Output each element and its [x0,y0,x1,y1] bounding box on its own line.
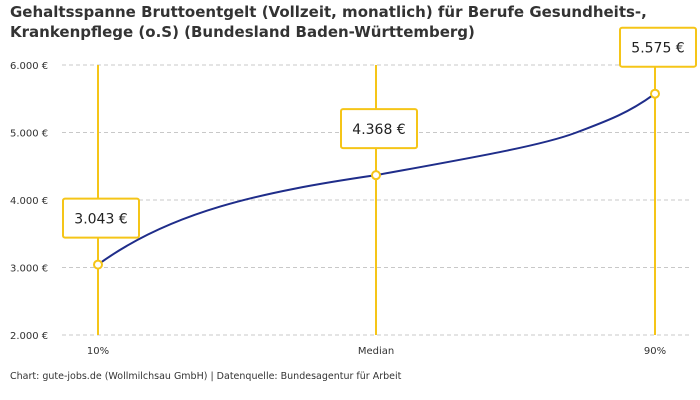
data-label-box [340,108,418,150]
series-line [97,92,656,266]
data-point [650,88,660,99]
data-label: 3.043 € [74,212,127,228]
y-tick-label: 3.000 € [10,264,48,275]
data-label: 4.368 € [352,122,405,138]
x-tick-label: 10% [87,346,109,357]
data-point [371,170,381,181]
data-label-box [62,197,140,239]
chart-title: Gehaltsspanne Bruttoentgelt (Vollzeit, m… [10,3,647,41]
y-tick-label: 5.000 € [10,129,48,140]
source-footer: Chart: gute-jobs.de (Wollmilchsau GmbH) … [10,371,402,382]
x-tick-label: Median [358,346,394,357]
y-tick-label: 2.000 € [10,331,48,342]
x-tick-label: 90% [644,346,666,357]
data-label-box [619,26,697,68]
y-tick-label: 4.000 € [10,196,48,207]
data-label: 5.575 € [631,41,684,57]
data-point [93,259,103,270]
y-tick-label: 6.000 € [10,61,48,72]
